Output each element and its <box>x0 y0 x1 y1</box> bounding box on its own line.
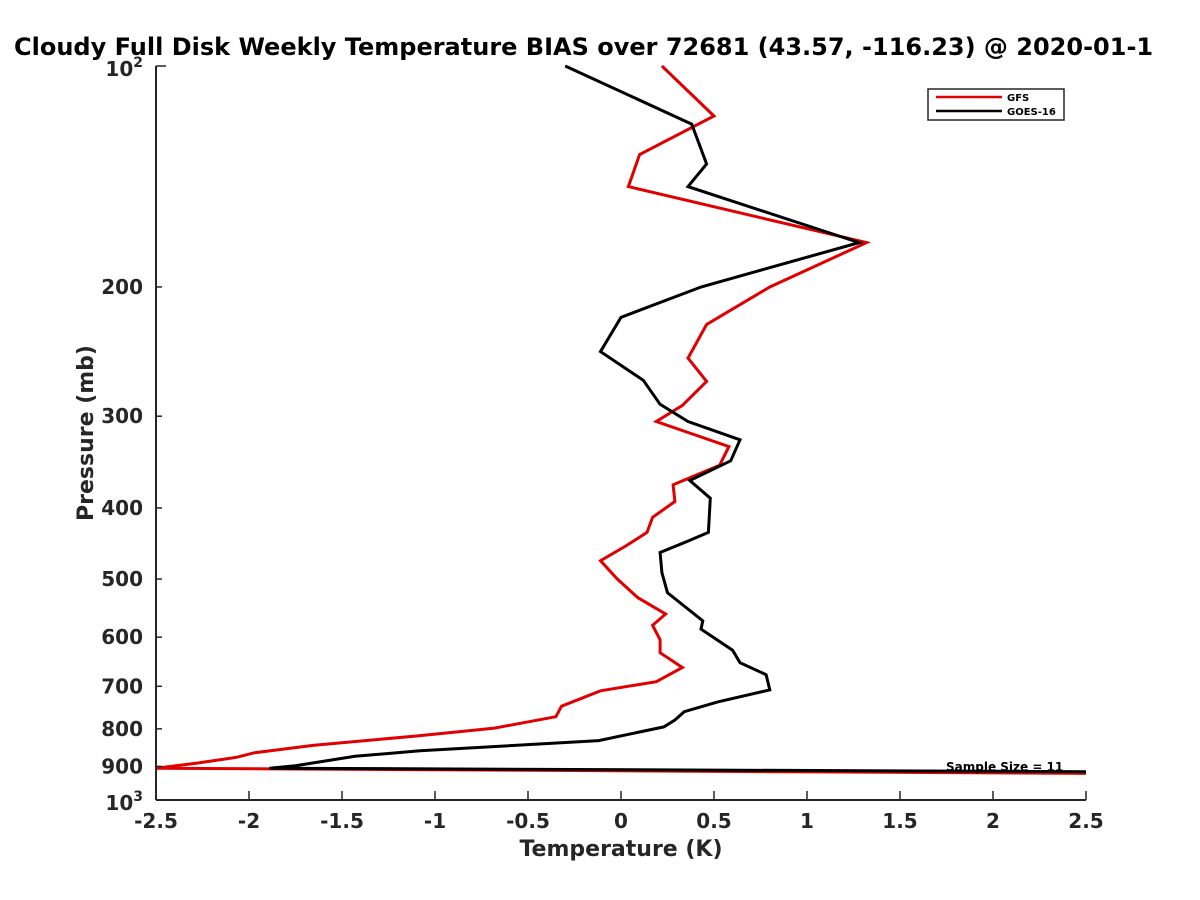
series-line-gfs <box>155 64 1087 775</box>
y-edge-labels: 102 103 <box>105 55 143 815</box>
x-tick-label: -0.5 <box>506 809 550 833</box>
y-tick-label: 200 <box>101 275 143 299</box>
legend: GFS GOES-16 <box>927 88 1065 121</box>
y-top-label: 102 <box>105 55 143 81</box>
x-tick-label: 2.5 <box>1068 809 1103 833</box>
legend-label-goes16: GOES-16 <box>1007 107 1056 118</box>
y-bottom-label-base: 10 <box>105 791 133 815</box>
series-line-goes16 <box>269 64 1087 774</box>
x-ticks: -2.5 -2 -1.5 -1 -0.5 0 0.5 1 1.5 2 2.5 <box>134 791 1104 833</box>
y-tick-label: 500 <box>101 567 143 591</box>
y-ticks: 200 300 400 500 600 700 800 900 <box>101 65 166 801</box>
x-tick-label: 1.5 <box>882 809 917 833</box>
x-tick-label: -2.5 <box>134 809 178 833</box>
chart-title: Cloudy Full Disk Weekly Temperature BIAS… <box>14 33 1153 61</box>
y-tick-label: 800 <box>101 717 143 741</box>
y-tick-label: 900 <box>101 754 143 778</box>
x-axis-label: Temperature (K) <box>519 837 722 862</box>
y-tick-label: 400 <box>101 496 143 520</box>
y-bottom-label: 103 <box>105 789 143 815</box>
series-layer <box>155 64 1087 775</box>
y-top-label-base: 10 <box>105 57 133 81</box>
plot-area: -2.5 -2 -1.5 -1 -0.5 0 0.5 1 1.5 2 2.5 200 300 400 50… <box>101 64 1104 833</box>
x-tick-label: 0 <box>614 809 628 833</box>
sample-size-annotation: Sample Size = 11 <box>946 760 1063 774</box>
y-tick-label: 300 <box>101 404 143 428</box>
x-tick-label: 0.5 <box>696 809 731 833</box>
y-tick-label: 700 <box>101 674 143 698</box>
x-tick-label: -1 <box>424 809 446 833</box>
x-tick-label: 2 <box>986 809 1000 833</box>
legend-box <box>927 88 1065 121</box>
legend-label-gfs: GFS <box>1007 93 1029 104</box>
x-tick-label: -1.5 <box>320 809 364 833</box>
x-tick-label: -2 <box>238 809 260 833</box>
y-bottom-label-exp: 3 <box>133 789 143 805</box>
y-tick-label: 600 <box>101 625 143 649</box>
y-axis-label: Pressure (mb) <box>74 345 99 521</box>
x-tick-label: 1 <box>800 809 814 833</box>
y-top-label-exp: 2 <box>133 55 143 71</box>
